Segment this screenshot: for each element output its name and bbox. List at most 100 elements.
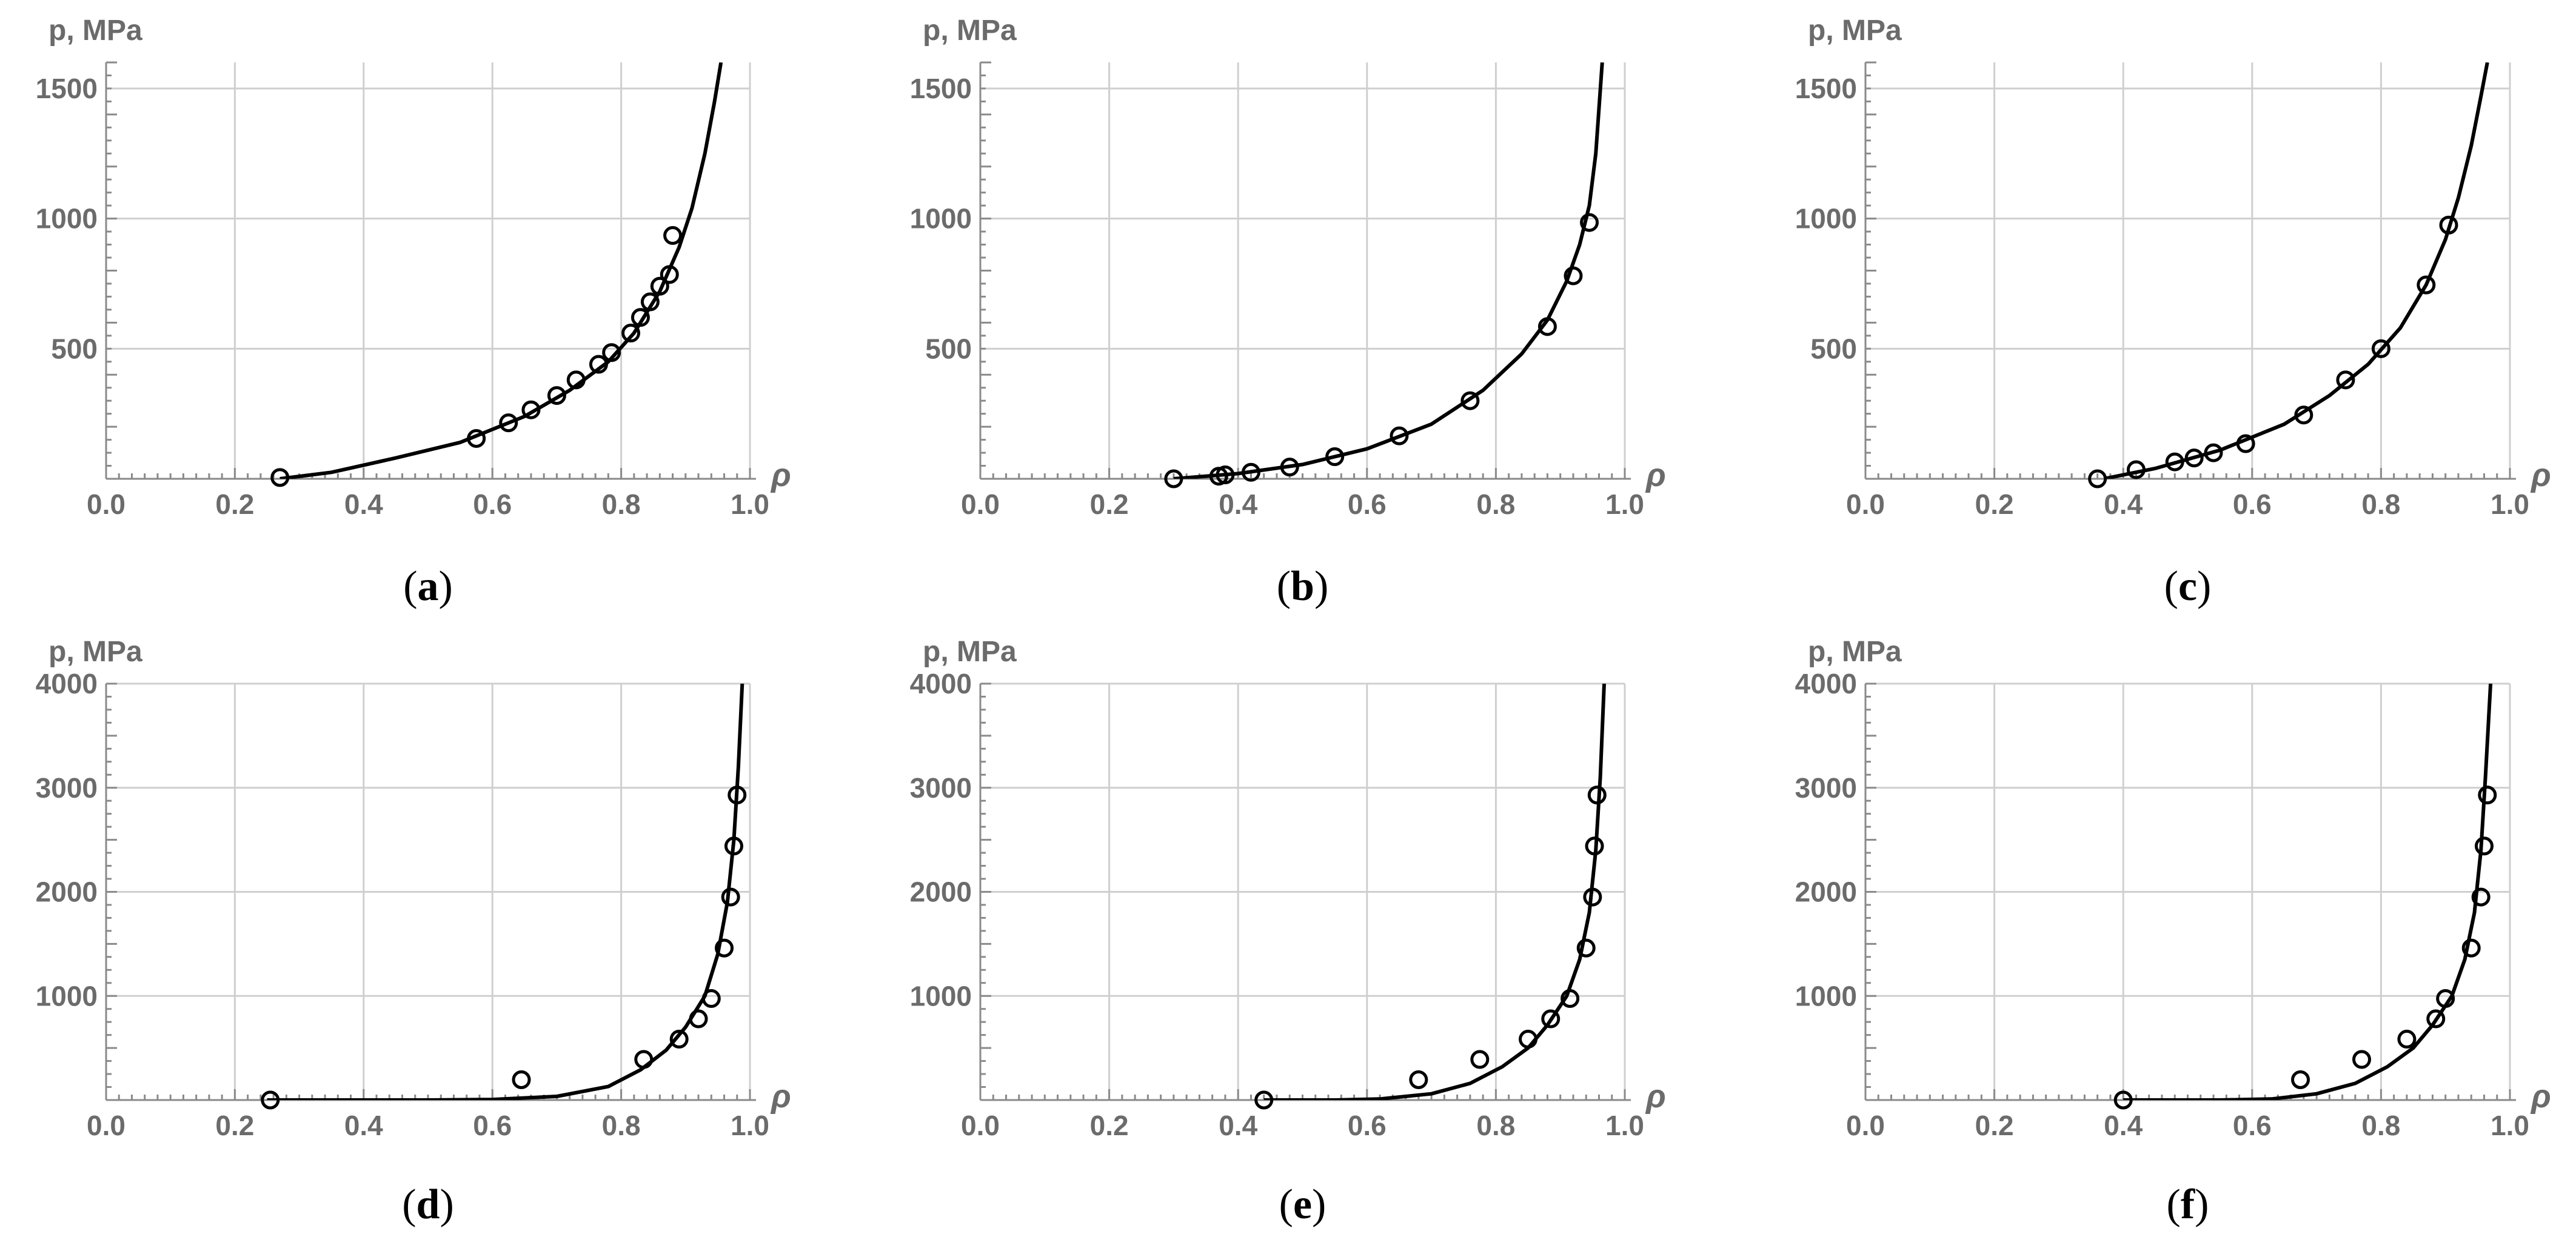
y-tick-label: 500 — [925, 333, 972, 364]
data-point — [1576, 938, 1596, 958]
x-tick-label: 0.0 — [1846, 1110, 1885, 1141]
x-tick-label: 0.6 — [473, 1110, 512, 1141]
x-axis-label: ρ — [2530, 1078, 2551, 1115]
data-point — [2352, 1050, 2372, 1069]
data-point — [1580, 213, 1599, 232]
y-axis-label: p, MPa — [1808, 636, 1902, 668]
data-point — [1470, 1050, 1490, 1069]
x-tick-label: 0.8 — [1476, 1110, 1515, 1141]
y-tick-label: 4000 — [1795, 668, 1857, 699]
data-point — [2478, 785, 2497, 805]
x-tick-label: 0.6 — [1348, 1110, 1387, 1141]
x-tick-label: 1.0 — [731, 488, 769, 520]
x-tick-label: 0.4 — [2104, 488, 2143, 520]
x-tick-label: 1.0 — [1605, 1110, 1644, 1141]
panel-label: (f) — [2167, 1181, 2209, 1228]
data-point — [1541, 1009, 1561, 1029]
x-axis-label: ρ — [2530, 457, 2551, 493]
x-tick-label: 0.0 — [87, 1110, 125, 1141]
x-axis-label: ρ — [1645, 1078, 1666, 1115]
y-tick-label: 2000 — [910, 876, 972, 908]
x-tick-label: 0.0 — [961, 488, 1000, 520]
data-point — [2336, 370, 2355, 390]
data-point — [2291, 1070, 2310, 1090]
x-tick-label: 0.2 — [215, 1110, 254, 1141]
data-point — [499, 413, 518, 433]
x-tick-label: 1.0 — [731, 1110, 769, 1141]
y-tick-label: 500 — [51, 333, 98, 364]
y-axis-label: p, MPa — [923, 636, 1017, 668]
y-tick-label: 1500 — [910, 73, 972, 104]
x-tick-label: 0.2 — [1090, 488, 1129, 520]
x-axis-label: ρ — [770, 457, 791, 493]
chart-panel-a: 0.0 0.2 0.4 0.6 0.8 1.0 500 1000 1500 p, MPa ρ (a) — [36, 15, 791, 610]
y-tick-label: 3000 — [910, 772, 972, 804]
y-tick-label: 1000 — [36, 980, 98, 1012]
panel-label: (c) — [2164, 563, 2212, 610]
y-tick-label: 1000 — [36, 203, 98, 235]
data-point — [1325, 447, 1345, 467]
y-tick-label: 1000 — [910, 980, 972, 1012]
panel-label: (a) — [403, 563, 453, 610]
y-axis-label: p, MPa — [1808, 15, 1902, 47]
x-axis-label: ρ — [770, 1078, 791, 1115]
data-point — [2417, 275, 2436, 295]
x-tick-label: 1.0 — [2491, 1110, 2529, 1141]
y-axis-label: p, MPa — [923, 15, 1017, 47]
data-point — [2397, 1030, 2417, 1049]
x-tick-label: 0.2 — [215, 488, 254, 520]
x-tick-label: 0.4 — [1219, 488, 1257, 520]
y-axis-label: p, MPa — [49, 636, 142, 668]
y-tick-label: 500 — [1810, 333, 1857, 364]
y-tick-label: 1000 — [910, 203, 972, 235]
fit-curve — [279, 62, 723, 479]
y-tick-label: 4000 — [910, 668, 972, 699]
x-tick-label: 0.8 — [2361, 1110, 2400, 1141]
fit-curve — [2103, 62, 2489, 479]
x-tick-label: 0.4 — [2104, 1110, 2143, 1141]
x-tick-label: 0.6 — [2233, 488, 2272, 520]
chart-panel-c: 0.0 0.2 0.4 0.6 0.8 1.0 500 1000 1500 p, MPa ρ (c) — [1795, 15, 2551, 610]
data-point — [721, 887, 740, 907]
data-point — [547, 386, 566, 405]
x-tick-label: 0.4 — [344, 1110, 383, 1141]
y-axis-label: p, MPa — [49, 15, 142, 47]
fit-curve — [2123, 684, 2493, 1100]
y-tick-label: 3000 — [36, 772, 98, 804]
panel-label: (b) — [1277, 563, 1329, 610]
x-tick-label: 0.8 — [602, 1110, 641, 1141]
panel-label: (e) — [1279, 1181, 1326, 1228]
y-tick-label: 4000 — [36, 668, 98, 699]
x-tick-label: 0.8 — [2361, 488, 2400, 520]
data-point — [2474, 836, 2494, 856]
x-axis-label: ρ — [1645, 457, 1666, 493]
x-tick-label: 0.6 — [2233, 1110, 2272, 1141]
data-point — [663, 226, 683, 245]
data-point — [2471, 887, 2491, 907]
fit-curve — [267, 684, 744, 1100]
data-point — [2461, 938, 2481, 958]
x-tick-label: 0.0 — [961, 1110, 1000, 1141]
y-tick-label: 3000 — [1795, 772, 1857, 804]
y-tick-label: 1000 — [1795, 203, 1857, 235]
panel-label: (d) — [402, 1181, 454, 1228]
data-point — [1390, 426, 1409, 445]
data-point — [621, 324, 641, 343]
y-tick-label: 1500 — [36, 73, 98, 104]
x-tick-label: 0.6 — [1348, 488, 1387, 520]
data-point — [1409, 1070, 1428, 1090]
x-tick-label: 0.0 — [87, 488, 125, 520]
data-point — [2426, 1009, 2446, 1029]
x-tick-label: 1.0 — [1605, 488, 1644, 520]
fit-curve — [1173, 62, 1604, 479]
x-tick-label: 0.2 — [1975, 488, 2014, 520]
x-tick-label: 0.2 — [1090, 1110, 1129, 1141]
x-tick-label: 0.8 — [1476, 488, 1515, 520]
fit-curve — [1263, 684, 1606, 1100]
data-point — [669, 1030, 689, 1049]
x-tick-label: 0.0 — [1846, 488, 1885, 520]
